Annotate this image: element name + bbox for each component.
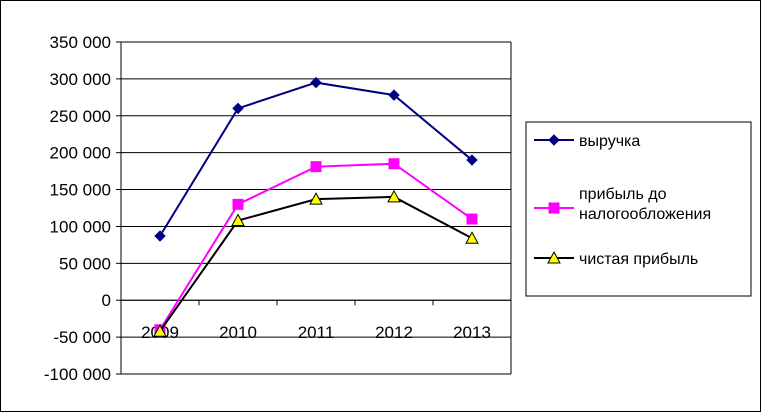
y-tick-label: 350 000 [50, 33, 111, 52]
y-tick-label: -100 000 [44, 365, 111, 384]
data-point-triangle [465, 231, 479, 244]
legend-entry: чистая прибыль [534, 250, 698, 268]
x-tick-label: 2010 [219, 323, 257, 342]
data-point-square [232, 198, 244, 210]
data-point-diamond [466, 154, 478, 166]
y-tick-label: 250 000 [50, 107, 111, 126]
data-point-triangle [387, 189, 401, 203]
gridlines [121, 41, 511, 375]
legend-entry: выручка [534, 133, 640, 150]
data-point-diamond [154, 230, 166, 242]
y-tick-label: 150 000 [50, 181, 111, 200]
data-point-triangle [309, 192, 323, 205]
data-point-square [388, 158, 400, 170]
data-point-diamond [388, 89, 400, 101]
y-tick-label: 0 [102, 291, 111, 310]
x-axis-tick-labels: 20092010201120122013 [141, 323, 491, 342]
data-point-diamond [310, 76, 322, 89]
series [154, 158, 478, 336]
series-line [159, 195, 473, 332]
y-axis-tick-labels: 350 000 300 000 250 000 200 000 150 000 100 0… [44, 33, 111, 384]
series-line [159, 162, 473, 331]
y-tick-label: 300 000 [50, 70, 111, 89]
y-tick-label: 100 000 [50, 217, 111, 236]
data-point-square [310, 161, 322, 173]
y-tick-label: -50 000 [53, 328, 111, 347]
y-tick-label: 50 000 [59, 254, 111, 273]
x-tick-label: 2013 [453, 323, 491, 342]
x-tick-label: 2011 [298, 323, 335, 342]
axes [116, 41, 512, 375]
series [153, 189, 479, 337]
legend-label: чистая прибыль [579, 251, 698, 268]
data-point-square [548, 202, 560, 214]
legend: выручка прибыль до налогообложения чистая п… [525, 121, 752, 297]
x-tick-label: 2012 [375, 323, 413, 342]
data-point-square [466, 213, 478, 225]
legend-label: налогообложения [579, 206, 711, 223]
y-tick-label: 200 000 [50, 144, 111, 163]
data-point-triangle [547, 250, 561, 264]
data-point-diamond [232, 102, 244, 115]
data-point-diamond [548, 134, 560, 146]
legend-label: выручка [579, 133, 640, 150]
legend-entry: прибыль до налогообложения [534, 186, 711, 223]
data-point-triangle [231, 213, 245, 227]
series [154, 76, 478, 242]
series-lines [153, 76, 479, 337]
legend-label: прибыль до [579, 186, 667, 203]
data-point-triangle [153, 324, 167, 337]
